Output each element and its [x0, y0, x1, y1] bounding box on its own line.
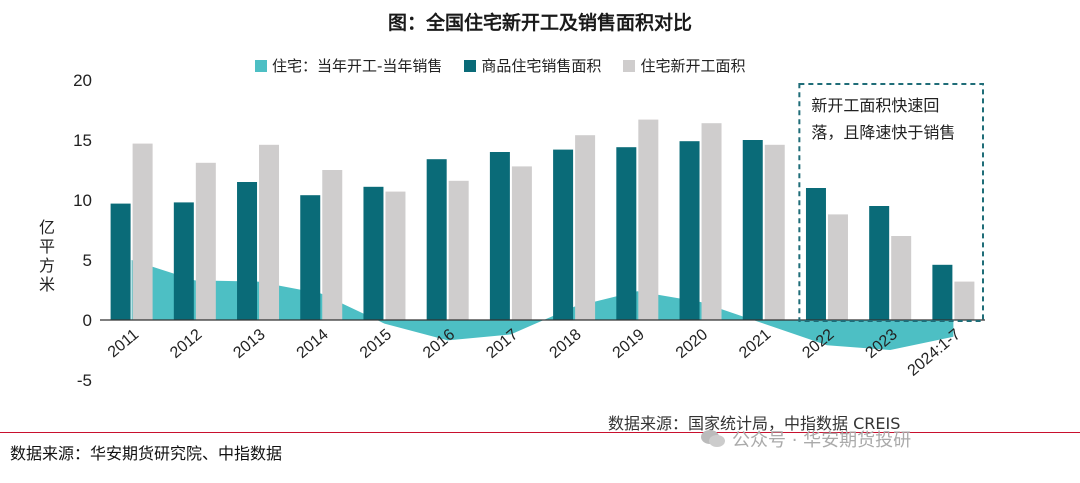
- bar-sales-2021: [742, 140, 763, 320]
- x-tick-label-2019: 2019: [610, 326, 648, 362]
- bar-sales-2012: [173, 202, 194, 320]
- bar-sales-2015: [363, 186, 384, 320]
- legend-label-starts: 住宅新开工面积: [640, 57, 746, 75]
- bar-sales-2016: [426, 159, 447, 320]
- page-source-note: 数据来源：华安期货研究院、中指数据: [10, 444, 283, 463]
- bar-starts-2023: [891, 236, 912, 320]
- bar-sales-2019: [616, 147, 637, 320]
- bar-sales-2017: [489, 152, 510, 320]
- x-tick-label-2014: 2014: [294, 326, 332, 362]
- bar-starts-2016: [448, 180, 469, 320]
- legend-swatch-starts: [623, 59, 636, 72]
- bar-sales-2013: [237, 182, 258, 320]
- bar-starts-2011: [132, 143, 153, 320]
- chart-source-note: 数据来源：国家统计局，中指数据 CREIS: [608, 414, 901, 433]
- x-tick-label-2011: 2011: [105, 326, 142, 361]
- y-tick-label: -5: [77, 371, 92, 390]
- chart-legend: 住宅：当年开工-当年销售 商品住宅销售面积 住宅新开工面积: [255, 55, 767, 76]
- annotation-text: 落，且降速快于销售: [811, 123, 955, 142]
- bar-sales-2020: [679, 141, 700, 320]
- bar-sales-2024:1-7: [932, 264, 953, 320]
- bar-starts-2024:1-7: [954, 281, 975, 320]
- bar-sales-2018: [553, 149, 574, 320]
- x-tick-label-2020: 2020: [673, 326, 711, 362]
- watermark: 公众号 · 华安期货投研: [700, 426, 911, 452]
- legend-label-area: 住宅：当年开工-当年销售: [272, 57, 443, 75]
- bar-sales-2022: [805, 188, 826, 320]
- wechat-icon: [701, 430, 725, 447]
- y-tick-label: 5: [83, 251, 92, 270]
- legend-label-sales: 商品住宅销售面积: [481, 57, 602, 75]
- divider-line: [0, 432, 1080, 433]
- bar-starts-2019: [638, 119, 659, 320]
- y-tick-label: 15: [73, 131, 92, 150]
- area-series-start-minus-sales: [131, 260, 954, 350]
- legend-swatch-sales: [464, 59, 477, 72]
- x-tick-label-2012: 2012: [167, 326, 205, 362]
- bar-starts-2013: [259, 144, 280, 320]
- bar-sales-2023: [869, 206, 890, 320]
- x-tick-label-2015: 2015: [357, 326, 395, 362]
- y-axis-label: 亿平方米: [38, 218, 55, 294]
- watermark-text: 公众号 · 华安期货投研: [732, 430, 912, 451]
- bar-starts-2021: [764, 144, 785, 320]
- legend-item-sales: 商品住宅销售面积: [464, 55, 601, 76]
- bar-sales-2014: [300, 195, 321, 320]
- annotation-text: 新开工面积快速回: [811, 96, 939, 115]
- y-tick-label: 20: [73, 71, 92, 90]
- bar-starts-2022: [827, 214, 848, 320]
- x-tick-label-2021: 2021: [736, 326, 774, 362]
- legend-swatch-area: [255, 59, 267, 72]
- bar-sales-2011: [110, 203, 131, 320]
- bar-starts-2020: [701, 123, 722, 320]
- chart-title: 图：全国住宅新开工及销售面积对比: [387, 12, 692, 34]
- bar-starts-2012: [195, 162, 216, 320]
- bar-starts-2015: [385, 191, 406, 320]
- y-tick-label: 10: [73, 191, 92, 210]
- y-tick-label: 0: [83, 311, 92, 330]
- x-tick-label-2018: 2018: [546, 326, 584, 362]
- bar-starts-2014: [322, 170, 343, 320]
- annotation-box: [798, 83, 984, 322]
- bar-starts-2018: [575, 135, 596, 320]
- bar-starts-2017: [511, 166, 532, 320]
- legend-item-area: 住宅：当年开工-当年销售: [255, 55, 442, 76]
- legend-item-starts: 住宅新开工面积: [623, 55, 745, 76]
- x-tick-label-2013: 2013: [230, 326, 268, 362]
